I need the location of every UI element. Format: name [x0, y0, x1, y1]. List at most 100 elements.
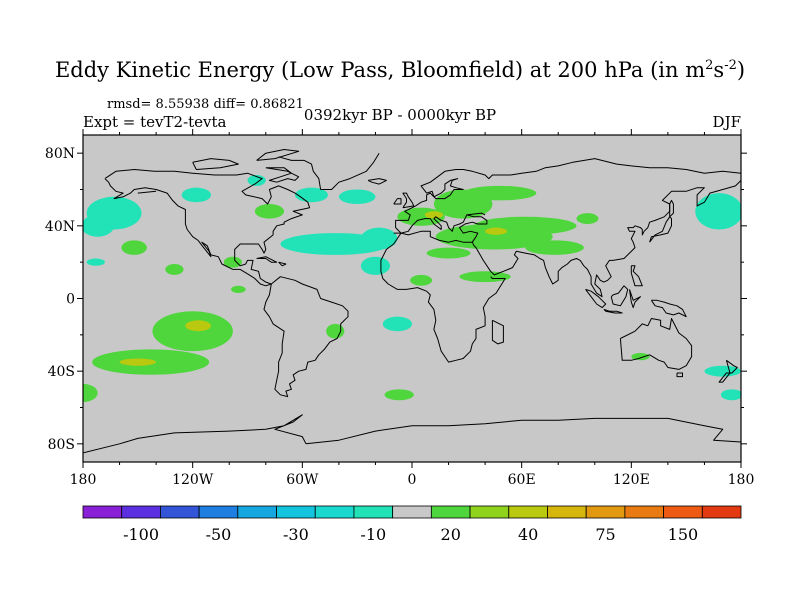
positive-anomaly-region	[223, 256, 243, 268]
colorbar-swatch	[663, 505, 703, 519]
colorbar-swatch	[353, 505, 394, 519]
x-tick-label: 180	[728, 472, 755, 488]
colorbar-label: 40	[518, 525, 538, 544]
anomaly-field	[83, 174, 741, 403]
strong-positive-region	[185, 320, 211, 332]
negative-anomaly-region	[704, 365, 741, 377]
negative-anomaly-region	[720, 389, 741, 401]
coastline	[649, 216, 672, 243]
coastline	[718, 372, 731, 383]
coastline	[380, 180, 741, 363]
colorbar: -100 -50 -30 -10 20 40 75 150	[82, 505, 742, 544]
positive-anomaly-region	[463, 185, 537, 201]
positive-anomaly-region	[410, 274, 433, 286]
colorbar-swatch	[276, 505, 316, 519]
negative-anomaly-region	[360, 227, 398, 250]
y-tick-label: 80S	[48, 437, 75, 453]
positive-anomaly-region	[326, 323, 345, 339]
coastline	[256, 149, 300, 161]
coastline	[393, 158, 741, 234]
coastline	[367, 178, 387, 185]
chart-title: Eddy Kinetic Energy (Low Pass, Bloomfiel…	[0, 58, 800, 82]
x-tick-label: 120W	[172, 472, 214, 488]
coastline	[400, 214, 488, 243]
positive-anomaly-region	[83, 383, 98, 403]
colorbar-swatch	[701, 505, 742, 519]
colorbar-swatch	[121, 505, 161, 519]
colorbar-swatch	[198, 505, 239, 519]
coastline	[320, 152, 380, 190]
map-background	[83, 135, 741, 462]
coastline	[630, 265, 643, 287]
strong-positive-region	[424, 211, 444, 219]
coastline	[676, 372, 683, 378]
y-tick-label: 40N	[45, 219, 75, 235]
negative-anomaly-region	[83, 214, 115, 237]
stats-label: rmsd= 8.55938 diff= 0.86821	[107, 97, 304, 112]
negative-anomaly-region	[382, 316, 412, 332]
colorbar-swatch	[585, 505, 626, 519]
map-axes: 180 120W 60W 0 60E 120E 180 80N 40N 0 40S 80S	[45, 129, 754, 488]
negative-anomaly-region	[695, 193, 741, 230]
y-tick-label: 80N	[45, 146, 75, 162]
coastline	[137, 190, 157, 194]
colorbar-label: -50	[206, 525, 232, 544]
positive-anomaly-region	[121, 240, 147, 255]
colorbar-swatch	[392, 505, 432, 519]
x-tick-label: 60E	[508, 472, 536, 488]
coastline	[585, 288, 607, 309]
positive-anomaly-region	[576, 213, 599, 225]
coastline	[669, 199, 674, 218]
colorbar-swatch	[82, 505, 123, 519]
coastline	[629, 289, 641, 309]
colorbar-swatch	[430, 505, 471, 519]
colorbar-label: -30	[283, 525, 309, 544]
x-tick-label: 120E	[613, 472, 650, 488]
colorbar-swatch	[237, 505, 277, 519]
positive-anomaly-region	[231, 285, 246, 294]
colorbar-label: 150	[668, 525, 699, 544]
negative-anomaly-region	[360, 256, 391, 275]
colorbar-swatch	[160, 505, 200, 519]
colorbar-label: -100	[123, 525, 159, 544]
coastline	[265, 167, 300, 183]
colorbar-swatch	[469, 505, 510, 519]
title-main: Eddy Kinetic Energy (Low Pass, Bloomfiel…	[54, 58, 706, 82]
coastline	[610, 285, 629, 307]
coastline	[278, 156, 322, 190]
period-label: 0392kyr BP - 0000kyr BP	[303, 106, 497, 124]
colorbar-swatch	[508, 505, 548, 519]
coastline	[305, 417, 741, 445]
colorbar-label: 20	[441, 525, 461, 544]
coastline	[393, 198, 402, 205]
x-tick-label: 60W	[286, 472, 319, 488]
coastline	[263, 276, 349, 398]
negative-anomaly-region	[86, 258, 105, 266]
strong-positive-region	[119, 358, 157, 366]
colorbar-swatch	[547, 505, 587, 519]
strong-positive-region	[485, 227, 508, 235]
coastline	[402, 192, 415, 209]
coastline	[650, 299, 687, 318]
colorbar-swatch	[624, 505, 664, 519]
title-sup-2: -2	[724, 58, 737, 73]
colorbar-swatch	[314, 505, 355, 519]
x-tick-label: 0	[408, 472, 417, 488]
y-tick-label: 0	[66, 292, 75, 308]
negative-anomaly-region	[247, 174, 266, 186]
positive-anomaly-region	[384, 389, 414, 401]
coastline	[256, 256, 278, 263]
positive-anomaly-region	[165, 263, 184, 275]
coastline	[725, 359, 738, 374]
positive-anomaly-region	[152, 311, 233, 352]
positive-anomaly-region	[459, 271, 511, 283]
positive-anomaly-region	[631, 353, 650, 361]
experiment-label: Expt = tevT2-tevta	[83, 113, 227, 131]
coastline	[278, 261, 287, 267]
coastlines	[83, 149, 741, 454]
y-tick-label: 40S	[48, 364, 75, 380]
title-mid: s	[713, 58, 725, 82]
coastline	[603, 308, 623, 314]
negative-anomaly-region	[338, 189, 376, 205]
coastline	[466, 212, 486, 216]
